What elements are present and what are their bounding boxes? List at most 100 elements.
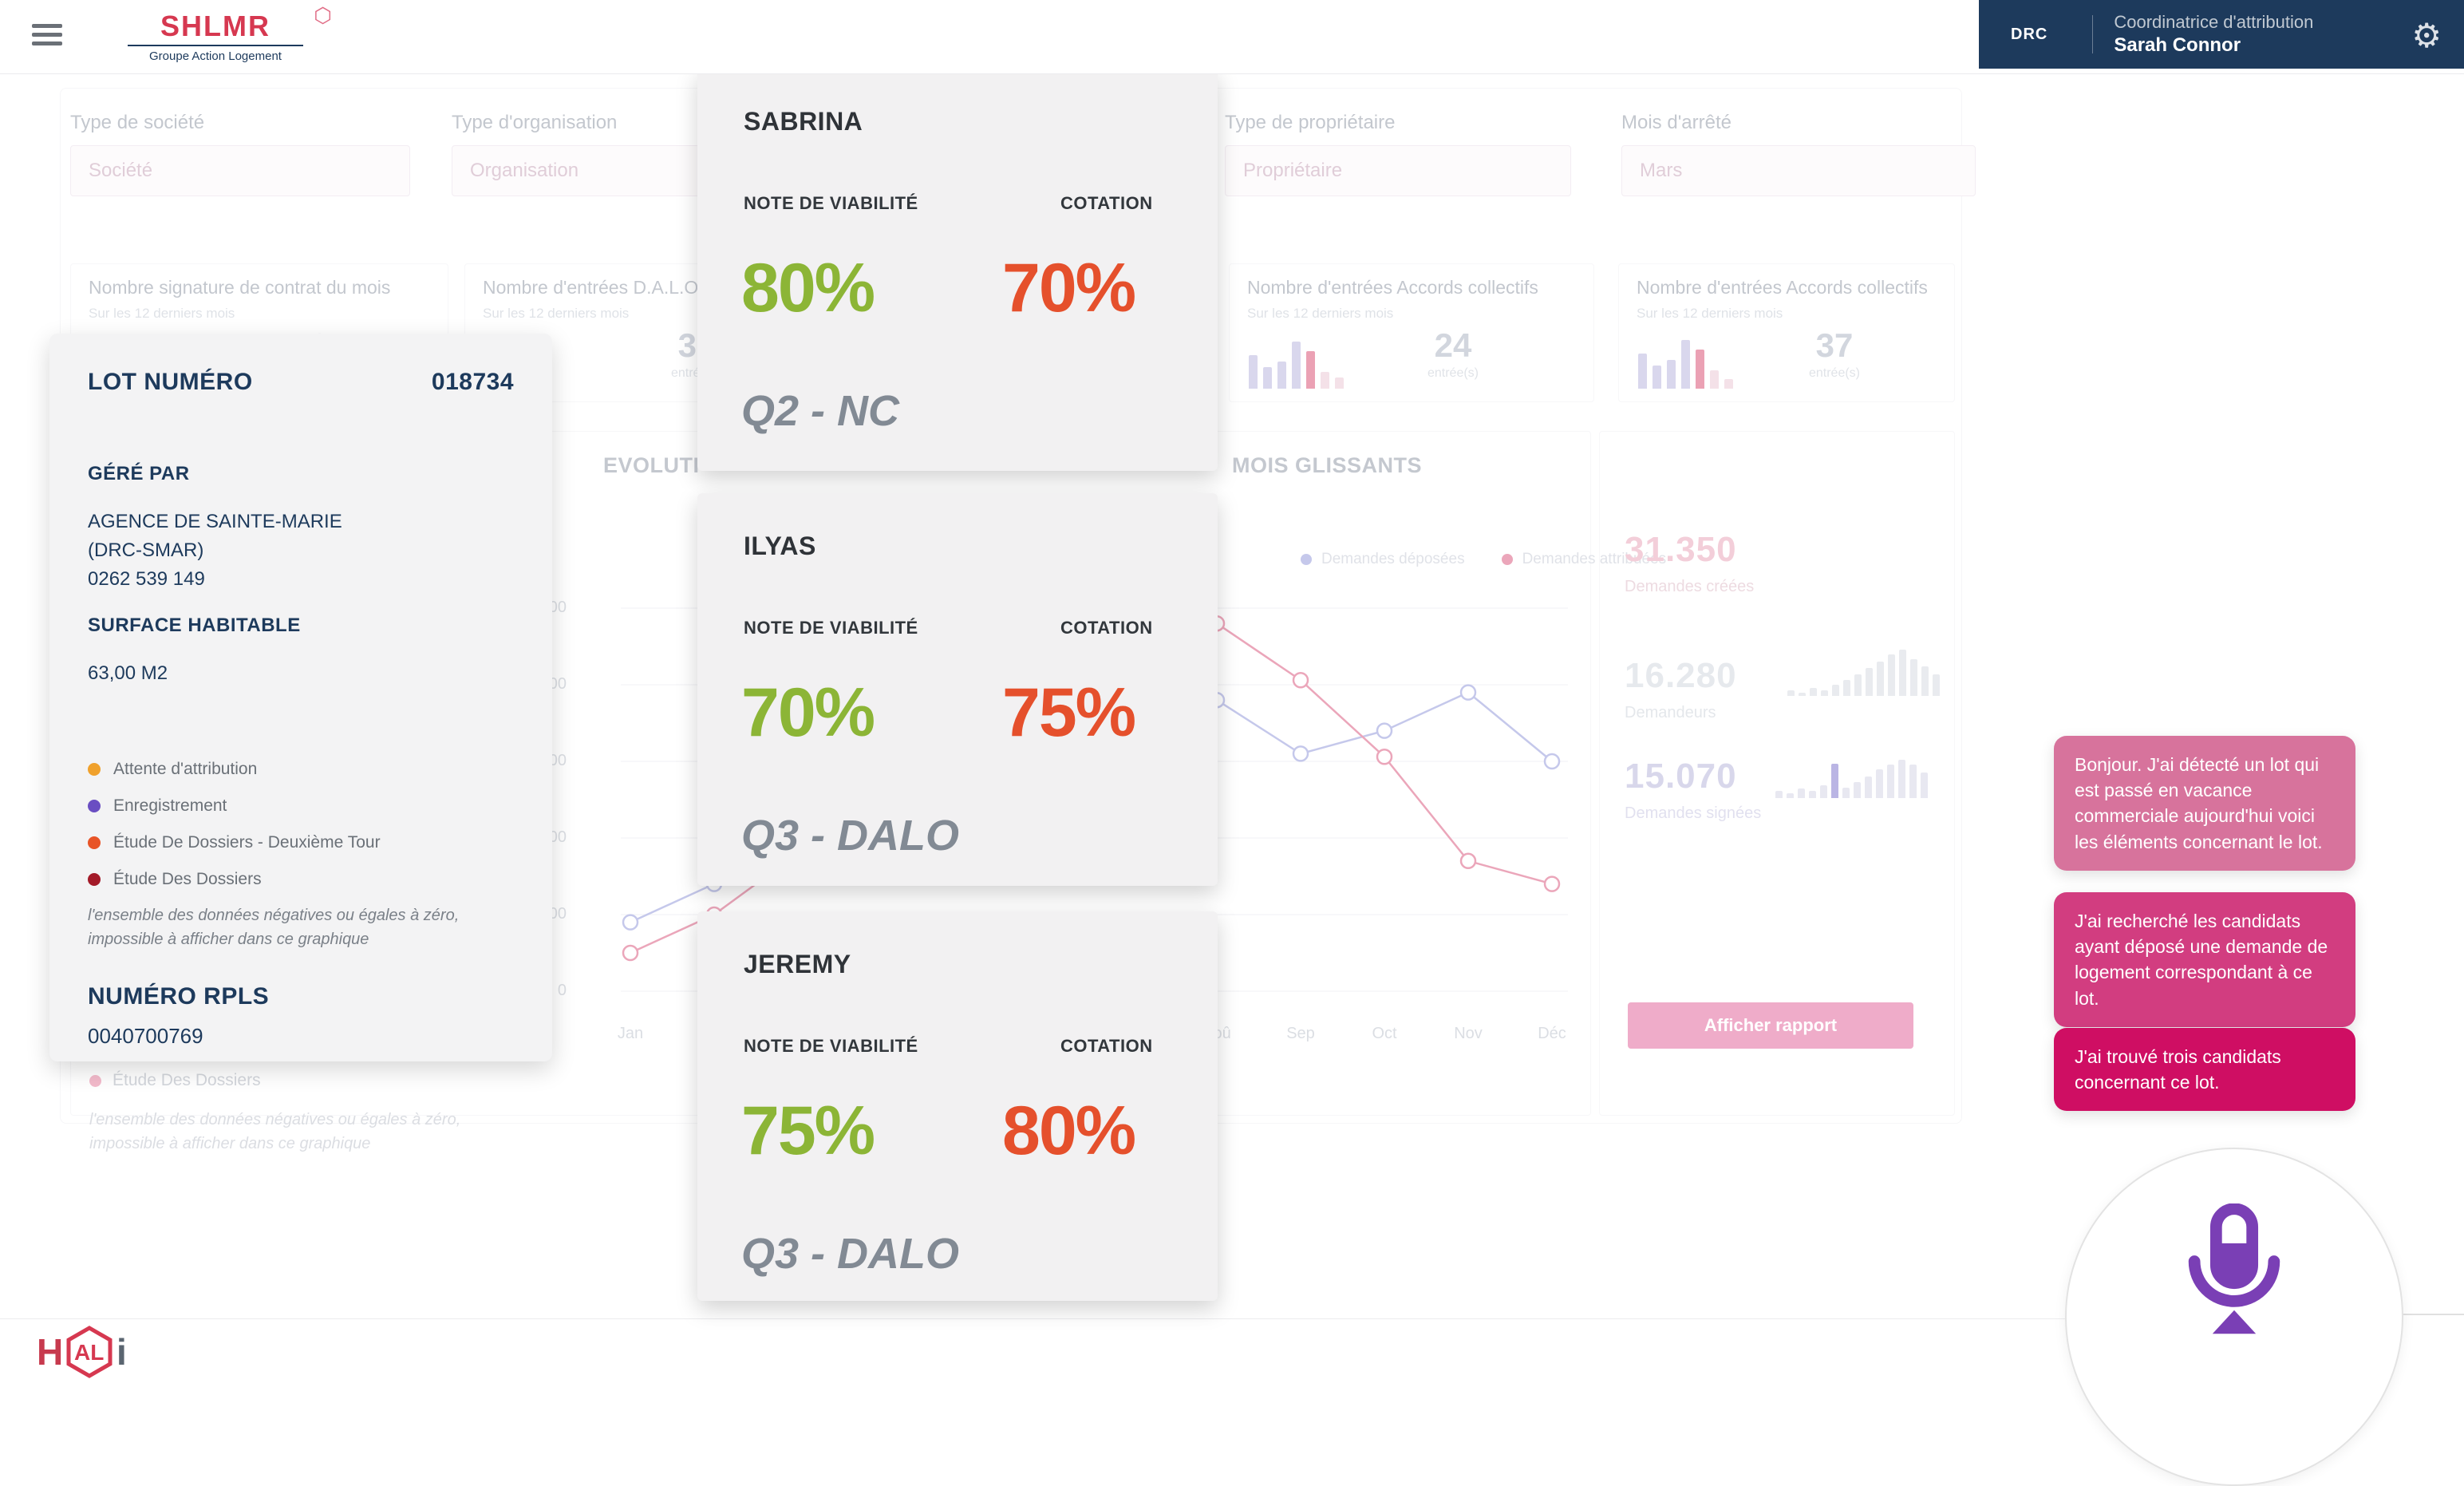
stat-demandeurs: 16.280 Demandeurs	[1625, 656, 1737, 722]
spark-bar	[1321, 371, 1329, 389]
x-tick-label: Sep	[1286, 1025, 1315, 1042]
candidate-name: ILYAS	[744, 532, 816, 560]
chat-message-3: J'ai trouvé trois candidats concernant c…	[2054, 1028, 2355, 1112]
hexagon-icon: ⬡	[314, 3, 332, 27]
status-label: Étude Des Dossiers	[113, 870, 262, 888]
candidate-card-ilyas[interactable]: ILYAS NOTE DE VIABILITÉ COTATION 70% 75%…	[697, 493, 1218, 886]
lot-rpls-label: NUMÉRO RPLS	[88, 983, 270, 1010]
gear-icon[interactable]: ⚙	[2411, 17, 2442, 54]
kpi-accords-collectifs-2: Nombre d'entrées Accords collectifs Sur …	[1618, 263, 1955, 402]
viability-label: NOTE DE VIABILITÉ	[744, 618, 918, 638]
hali-letter-i: i	[116, 1331, 127, 1373]
legend-label: Demandes déposées	[1321, 551, 1465, 567]
role-title: Coordinatrice d'attribution	[2114, 12, 2314, 33]
spark-bar	[1787, 690, 1795, 696]
proprietaire-input[interactable]: Propriétaire	[1225, 145, 1571, 196]
menu-icon[interactable]	[32, 24, 62, 48]
candidate-card-jeremy[interactable]: JEREMY NOTE DE VIABILITÉ COTATION 75% 80…	[697, 911, 1218, 1301]
spark-bar	[1921, 773, 1928, 798]
legend-item-pink: Demandes attribuées	[1501, 551, 1667, 568]
status-dot	[88, 800, 101, 812]
lot-agency-code: (DRC-SMAR)	[88, 539, 204, 561]
user-panel: DRC Coordinatrice d'attribution Sarah Co…	[1979, 0, 2464, 69]
status-label: Étude De Dossiers - Deuxième Tour	[113, 833, 381, 852]
status-label: Enregistrement	[113, 796, 227, 815]
status-dot	[88, 836, 101, 849]
brand-name: SHLMR	[160, 10, 270, 42]
quartile-value: Q3 - DALO	[741, 812, 960, 860]
spark-bar	[1877, 661, 1884, 696]
kpi-accords-collectifs-1: Nombre d'entrées Accords collectifs Sur …	[1229, 263, 1594, 402]
lot-surface-value: 63,00 M2	[88, 662, 168, 684]
status-label: Étude Des Dossiers	[113, 1071, 261, 1089]
input-placeholder: Mars	[1640, 160, 1683, 181]
divider-line	[2400, 1314, 2464, 1315]
spark-bar	[1653, 366, 1661, 389]
filter-mois-arrete: Mois d'arrêté Mars	[1621, 112, 1976, 196]
stat-sparkline	[1775, 741, 1928, 798]
status-item: Étude De Dossiers - Deuxième Tour	[88, 833, 381, 852]
spark-bar	[1910, 658, 1917, 696]
lot-number: 018734	[431, 369, 514, 395]
kpi-title: Nombre d'entrées Accords collectifs	[1247, 277, 1538, 298]
candidate-card-sabrina[interactable]: SABRINA NOTE DE VIABILITÉ COTATION 80% 7…	[697, 69, 1218, 471]
hali-letters-al: AL	[74, 1340, 104, 1365]
input-placeholder: Société	[89, 160, 153, 181]
spark-bar	[1798, 788, 1805, 798]
brand-logo: SHLMR ⬡ Groupe Action Logement	[120, 3, 332, 63]
kpi-value: 24	[1434, 326, 1472, 364]
filter-label: Type de société	[70, 112, 205, 133]
spark-bar	[1832, 684, 1839, 696]
cotation-label: COTATION	[1060, 618, 1153, 638]
spark-bar	[1787, 793, 1794, 798]
spark-bar	[1866, 668, 1873, 696]
spark-bar	[1831, 763, 1838, 798]
legend-label: Demandes attribuées	[1522, 551, 1667, 567]
viability-label: NOTE DE VIABILITÉ	[744, 193, 918, 213]
legend-dot-blue	[1301, 554, 1312, 565]
spark-bar	[1775, 791, 1783, 798]
lot-note: l'ensemble des données négatives ou égal…	[88, 907, 460, 948]
viability-label: NOTE DE VIABILITÉ	[744, 1036, 918, 1056]
spark-bar	[1667, 359, 1676, 389]
spark-bar	[1335, 377, 1344, 389]
microphone-icon	[2188, 1203, 2280, 1334]
spark-bar	[1638, 353, 1647, 389]
mois-input[interactable]: Mars	[1621, 145, 1976, 196]
spark-bar	[1899, 650, 1906, 696]
status-dot	[88, 873, 101, 886]
hali-letter-h: H	[37, 1331, 63, 1373]
filter-label: Type de propriétaire	[1225, 112, 1396, 133]
spark-bar	[1865, 776, 1872, 798]
status-item: Attente d'attribution	[88, 760, 257, 779]
stat-value: 15.070	[1625, 757, 1737, 796]
lot-agency: AGENCE DE SAINTE-MARIE (DRC-SMAR) 0262 5…	[88, 508, 342, 594]
footer-rule	[0, 1318, 2065, 1319]
cotation-value: 70%	[1002, 250, 1136, 326]
stat-label: Demandeurs	[1625, 704, 1716, 721]
filter-label: Mois d'arrêté	[1621, 112, 1732, 133]
spark-bar	[1887, 765, 1894, 798]
divider	[2092, 15, 2094, 53]
spark-bar	[1696, 350, 1704, 389]
hali-logo: H AL i	[37, 1325, 156, 1385]
spark-bar	[1306, 350, 1315, 389]
role-code: DRC	[2011, 25, 2048, 43]
chart-title-right: MOIS GLISSANTS	[1232, 453, 1423, 477]
candidate-name: JEREMY	[744, 950, 851, 978]
spark-bar	[1843, 679, 1850, 696]
voice-assistant-button[interactable]	[2065, 1148, 2403, 1486]
societe-input[interactable]: Société	[70, 145, 410, 196]
spark-bar	[1842, 788, 1850, 798]
lot-detail-card: LOT NUMÉRO 018734 GÉRÉ PAR AGENCE DE SAI…	[49, 334, 552, 1061]
x-tick-label: Déc	[1538, 1025, 1566, 1042]
spark-bar	[1821, 690, 1828, 696]
lot-managed-label: GÉRÉ PAR	[88, 463, 190, 484]
afficher-rapport-button[interactable]: Afficher rapport	[1628, 1002, 1913, 1049]
spark-bar	[1933, 674, 1940, 696]
lot-agency-name: AGENCE DE SAINTE-MARIE	[88, 511, 342, 532]
stat-label: Demandes créées	[1625, 578, 1755, 595]
stat-value: 31.350	[1625, 530, 1737, 569]
status-item: Étude Des Dossiers	[88, 870, 262, 889]
cotation-label: COTATION	[1060, 193, 1153, 213]
